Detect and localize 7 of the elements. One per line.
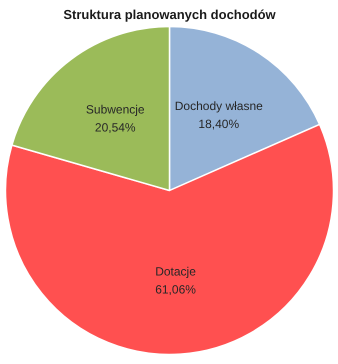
data-label: 20,54% — [94, 120, 136, 135]
slice-label: Dochody własne — [174, 98, 264, 113]
data-label: 61,06% — [155, 282, 196, 297]
slice-label: Subwencje — [86, 102, 145, 116]
data-label: 18,40% — [198, 117, 240, 132]
chart-title: Struktura planowanych dochodów — [63, 7, 277, 22]
slice-label: Dotacje — [155, 264, 196, 278]
